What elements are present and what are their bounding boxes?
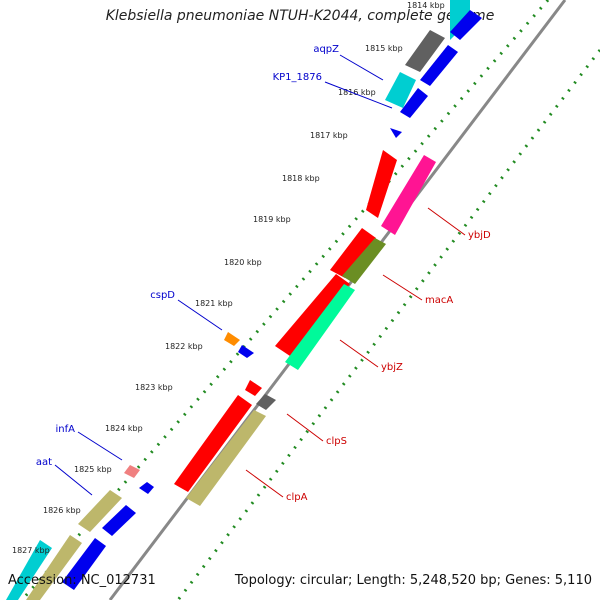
- tick-label: 1823 kbp: [135, 383, 173, 392]
- gene-feature[interactable]: [405, 30, 445, 72]
- gene-feature[interactable]: [450, 10, 482, 40]
- tick-label: 1819 kbp: [253, 215, 291, 224]
- gene-feature[interactable]: [238, 345, 254, 358]
- gene-label-macA[interactable]: macA: [425, 295, 453, 306]
- gene-feature[interactable]: [6, 540, 52, 600]
- tick-labels: 1814 kbp 1815 kbp 1816 kbp 1817 kbp 1818…: [12, 1, 445, 555]
- gene-label-clpA[interactable]: clpA: [286, 492, 308, 503]
- gene-feature[interactable]: [381, 155, 436, 235]
- map-title: Klebsiella pneumoniae NTUH-K2044, comple…: [105, 8, 495, 24]
- gene-label-clpS[interactable]: clpS: [326, 436, 347, 447]
- tick-label: 1817 kbp: [310, 131, 348, 140]
- gene-label-infA[interactable]: infA: [56, 424, 76, 435]
- tick-label: 1827 kbp: [12, 546, 50, 555]
- tick-label: 1825 kbp: [74, 465, 112, 474]
- inner-tick-ring: [176, 49, 600, 600]
- genome-summary: Topology: circular; Length: 5,248,520 bp…: [234, 573, 592, 588]
- reverse-strand: [62, 10, 482, 590]
- gene-feature[interactable]: [26, 535, 82, 600]
- gene-feature[interactable]: [330, 228, 376, 278]
- gene-label-cspD[interactable]: cspD: [150, 290, 175, 301]
- gene-feature[interactable]: [174, 395, 252, 492]
- tick-label: 1821 kbp: [195, 299, 233, 308]
- tick-label: 1824 kbp: [105, 424, 143, 433]
- gene-feature[interactable]: [390, 128, 402, 138]
- tick-label: 1818 kbp: [282, 174, 320, 183]
- gene-feature[interactable]: [124, 465, 140, 478]
- gene-feature[interactable]: [256, 394, 276, 410]
- gene-label-KP1_1876[interactable]: KP1_1876: [273, 72, 322, 83]
- gene-feature[interactable]: [78, 490, 122, 532]
- gene-feature[interactable]: [62, 538, 106, 590]
- gene-feature[interactable]: [366, 150, 397, 218]
- tick-label: 1822 kbp: [165, 342, 203, 351]
- forward-strand: [6, 0, 470, 600]
- tick-label: 1814 kbp: [407, 1, 445, 10]
- tick-label: 1816 kbp: [338, 88, 376, 97]
- gene-label-aqpZ[interactable]: aqpZ: [313, 44, 339, 55]
- gene-feature[interactable]: [245, 380, 262, 396]
- tick-label: 1826 kbp: [43, 506, 81, 515]
- gene-feature[interactable]: [385, 72, 416, 108]
- gene-feature[interactable]: [102, 505, 136, 536]
- gene-feature[interactable]: [342, 238, 386, 284]
- gene-feature[interactable]: [139, 482, 154, 494]
- gene-feature[interactable]: [285, 284, 355, 370]
- accession-label: Accession: NC_012731: [8, 573, 156, 588]
- gene-label-aat[interactable]: aat: [36, 457, 52, 468]
- right-labels: ybjD macA ybjZ clpS clpA: [245, 207, 491, 503]
- gene-feature[interactable]: [224, 332, 240, 346]
- gene-feature[interactable]: [186, 410, 266, 506]
- gene-feature[interactable]: [400, 88, 428, 118]
- gene-label-ybjD[interactable]: ybjD: [468, 230, 491, 241]
- tick-label: 1815 kbp: [365, 44, 403, 53]
- gene-feature[interactable]: [420, 45, 458, 86]
- gene-label-ybjZ[interactable]: ybjZ: [381, 362, 403, 373]
- tick-label: 1820 kbp: [224, 258, 262, 267]
- gene-feature[interactable]: [275, 274, 350, 356]
- left-labels: aqpZ KP1_1876 cspD infA aat: [36, 44, 393, 496]
